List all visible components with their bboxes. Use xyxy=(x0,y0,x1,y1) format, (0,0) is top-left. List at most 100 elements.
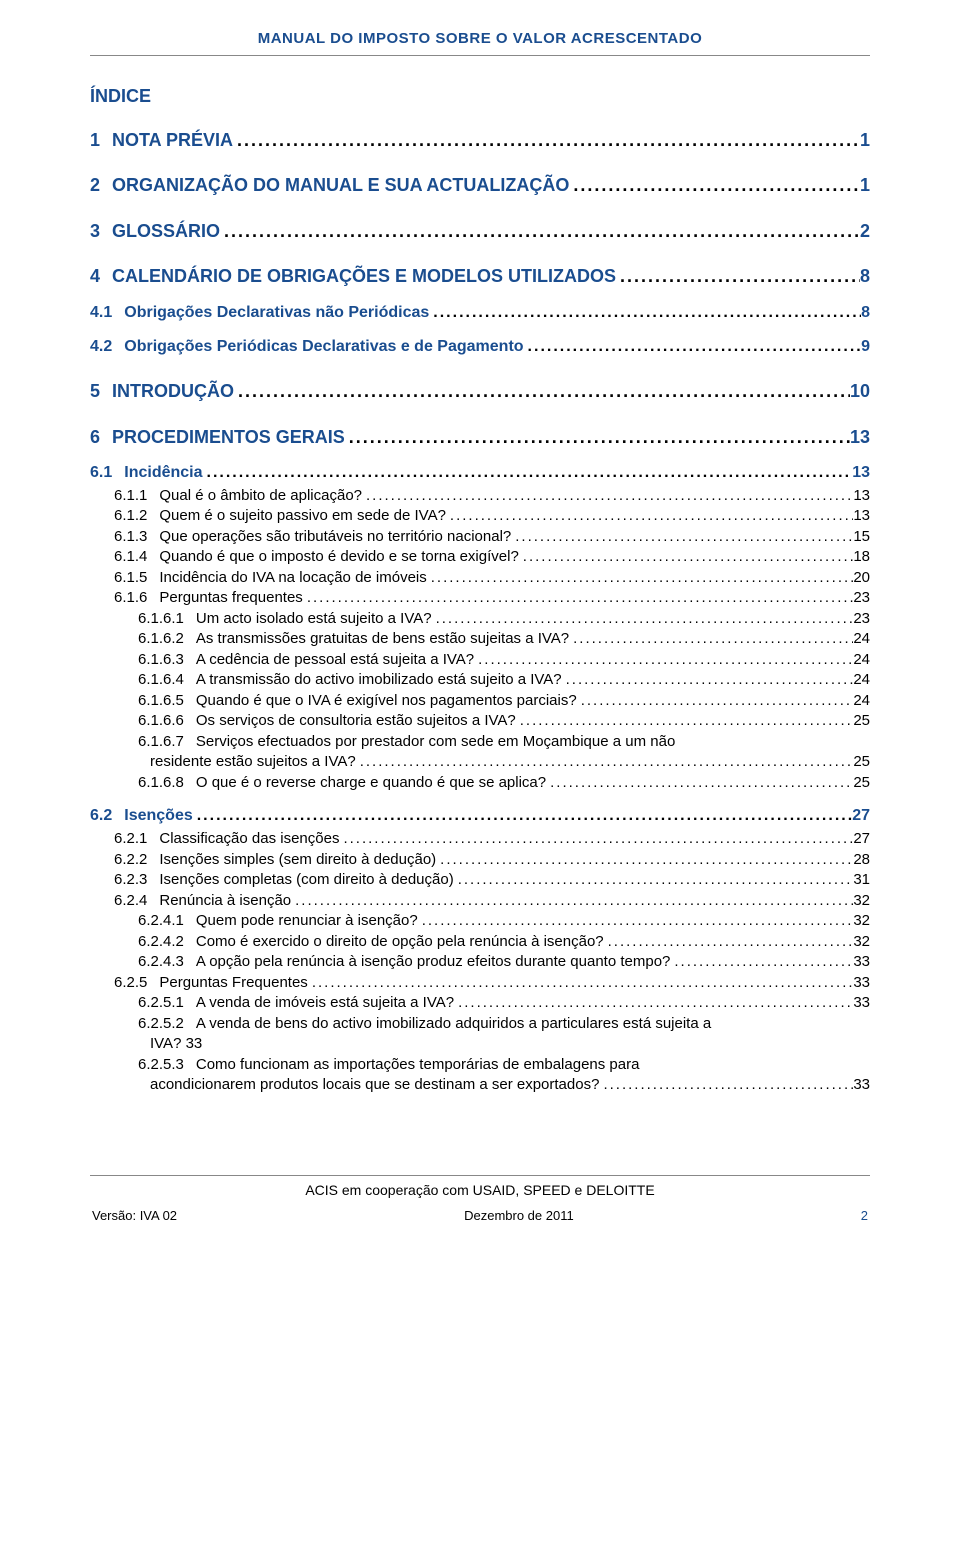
toc-entry-number: 6.2.1 xyxy=(114,829,147,849)
toc-entry[interactable]: 6.2.5Perguntas Frequentes33 xyxy=(90,973,870,993)
toc-entry-number: 6.2.5.2 xyxy=(138,1014,184,1034)
toc-entry-page: 24 xyxy=(853,670,870,690)
toc-leader-dots xyxy=(577,691,854,711)
toc-entry-number: 6.1.6.2 xyxy=(138,629,184,649)
toc-entry[interactable]: 3GLOSSÁRIO2 xyxy=(90,220,870,243)
toc-entry-text: Serviços efectuados por prestador com se… xyxy=(184,732,675,752)
toc-entry-page: 27 xyxy=(852,806,870,827)
toc-entry[interactable]: 6.2.5.1A venda de imóveis está sujeita a… xyxy=(90,993,870,1013)
toc-entry[interactable]: 5INTRODUÇÃO10 xyxy=(90,380,870,403)
page-footer: ACIS em cooperação com USAID, SPEED e DE… xyxy=(90,1175,870,1223)
toc-entry[interactable]: 6.1.6.2As transmissões gratuitas de bens… xyxy=(90,629,870,649)
toc-entry-page: 13 xyxy=(853,486,870,506)
toc-entry[interactable]: 6.1.6.6Os serviços de consultoria estão … xyxy=(90,711,870,731)
toc-entry-page: 2 xyxy=(860,220,870,243)
toc-entry[interactable]: 6.1.6.7Serviços efectuados por prestador… xyxy=(90,732,870,752)
toc-entry-number: 3 xyxy=(90,220,100,243)
toc-entry-page: 33 xyxy=(853,952,870,972)
toc-leader-dots xyxy=(569,629,853,649)
toc-entry[interactable]: 1NOTA PRÉVIA1 xyxy=(90,129,870,152)
toc-entry[interactable]: 4CALENDÁRIO DE OBRIGAÇÕES E MODELOS UTIL… xyxy=(90,265,870,288)
toc-entry[interactable]: 6.2.4.1Quem pode renunciar à isenção?32 xyxy=(90,911,870,931)
toc-entry[interactable]: 6.2.5.3Como funcionam as importações tem… xyxy=(90,1055,870,1075)
toc-entry[interactable]: 6.2.1Classificação das isenções27 xyxy=(90,829,870,849)
toc-entry-text: ORGANIZAÇÃO DO MANUAL E SUA ACTUALIZAÇÃO xyxy=(100,174,569,197)
footer-date: Dezembro de 2011 xyxy=(464,1208,574,1223)
toc-entry-page: 31 xyxy=(853,870,870,890)
footer-version: Versão: IVA 02 xyxy=(92,1208,177,1223)
toc-entry[interactable]: 6.1.6.3A cedência de pessoal está sujeit… xyxy=(90,650,870,670)
toc-entry[interactable]: 6.1.6.1Um acto isolado está sujeito a IV… xyxy=(90,609,870,629)
footer-rule xyxy=(90,1175,870,1176)
toc-entry-cont-text: acondicionarem produtos locais que se de… xyxy=(138,1075,599,1095)
toc-entry[interactable]: 6.2.2Isenções simples (sem direito à ded… xyxy=(90,850,870,870)
toc-entry-number: 6.2.4.3 xyxy=(138,952,184,972)
toc-entry-text: Perguntas frequentes xyxy=(147,588,302,608)
toc-leader-dots xyxy=(356,752,854,772)
toc-entry-number: 4 xyxy=(90,265,100,288)
toc-entry[interactable]: 6.1.6.4A transmissão do activo imobiliza… xyxy=(90,670,870,690)
toc-container: 1NOTA PRÉVIA12ORGANIZAÇÃO DO MANUAL E SU… xyxy=(90,129,870,1095)
toc-leader-dots xyxy=(291,891,853,911)
toc-entry-page: 32 xyxy=(853,932,870,952)
toc-entry-page: 25 xyxy=(853,711,870,731)
toc-entry-number: 6.1.3 xyxy=(114,527,147,547)
toc-entry-text: Perguntas Frequentes xyxy=(147,973,307,993)
footer-bottom-row: Versão: IVA 02 Dezembro de 2011 2 xyxy=(90,1208,870,1223)
toc-entry-text: Renúncia à isenção xyxy=(147,891,291,911)
toc-entry-page: 13 xyxy=(852,463,870,484)
toc-entry-cont-text: residente estão sujeitos a IVA? xyxy=(138,752,356,772)
toc-entry-text: Quem pode renunciar à isenção? xyxy=(184,911,418,931)
toc-entry-text: Quando é que o IVA é exigível nos pagame… xyxy=(184,691,577,711)
toc-entry[interactable]: 6.1.5Incidência do IVA na locação de imó… xyxy=(90,568,870,588)
toc-leader-dots xyxy=(432,609,854,629)
toc-entry-page: 8 xyxy=(860,265,870,288)
toc-entry[interactable]: 6.2.5.2A venda de bens do activo imobili… xyxy=(90,1014,870,1034)
toc-entry-number: 6.1.5 xyxy=(114,568,147,588)
toc-entry-page: 1 xyxy=(860,129,870,152)
toc-entry[interactable]: 6PROCEDIMENTOS GERAIS13 xyxy=(90,426,870,449)
toc-entry[interactable]: 6.2Isenções 27 xyxy=(90,806,870,827)
toc-entry[interactable]: 4.1Obrigações Declarativas não Periódica… xyxy=(90,303,870,324)
toc-entry[interactable]: 2ORGANIZAÇÃO DO MANUAL E SUA ACTUALIZAÇÃ… xyxy=(90,174,870,197)
toc-entry[interactable]: 6.2.3Isenções completas (com direito à d… xyxy=(90,870,870,890)
toc-entry-number: 6.2.4 xyxy=(114,891,147,911)
toc-entry[interactable]: 6.2.4.3A opção pela renúncia à isenção p… xyxy=(90,952,870,972)
toc-entry[interactable]: 6.1.3Que operações são tributáveis no te… xyxy=(90,527,870,547)
toc-entry-continuation: residente estão sujeitos a IVA?25 xyxy=(90,752,870,772)
toc-entry-page: 25 xyxy=(853,773,870,793)
toc-entry[interactable]: 6.1.1Qual é o âmbito de aplicação?13 xyxy=(90,486,870,506)
toc-entry[interactable]: 6.1Incidência13 xyxy=(90,463,870,484)
toc-entry-number: 6.2 xyxy=(90,806,112,827)
toc-entry-text: Isenções xyxy=(112,806,192,827)
toc-entry[interactable]: 6.1.6.8O que é o reverse charge e quando… xyxy=(90,773,870,793)
toc-entry-page: 13 xyxy=(850,426,870,449)
toc-entry[interactable]: 6.1.4Quando é que o imposto é devido e s… xyxy=(90,547,870,567)
toc-leader-dots xyxy=(427,568,854,588)
toc-entry[interactable]: 6.2.4Renúncia à isenção32 xyxy=(90,891,870,911)
toc-leader-dots xyxy=(234,380,850,403)
toc-leader-dots xyxy=(454,993,853,1013)
toc-entry-page: 18 xyxy=(853,547,870,567)
toc-entry[interactable]: 6.1.6Perguntas frequentes23 xyxy=(90,588,870,608)
toc-heading: ÍNDICE xyxy=(90,86,870,107)
toc-entry[interactable]: 4.2Obrigações Periódicas Declarativas e … xyxy=(90,337,870,358)
toc-entry[interactable]: 6.2.4.2Como é exercido o direito de opçã… xyxy=(90,932,870,952)
toc-entry[interactable]: 6.1.6.5Quando é que o IVA é exigível nos… xyxy=(90,691,870,711)
toc-entry-number: 6.2.4.1 xyxy=(138,911,184,931)
toc-entry-number: 6.1.2 xyxy=(114,506,147,526)
toc-entry-text: A cedência de pessoal está sujeita a IVA… xyxy=(184,650,474,670)
toc-entry-number: 6 xyxy=(90,426,100,449)
toc-entry-page: 28 xyxy=(853,850,870,870)
toc-leader-dots xyxy=(454,870,854,890)
toc-entry-number: 6.2.5.3 xyxy=(138,1055,184,1075)
toc-entry-number: 6.2.2 xyxy=(114,850,147,870)
toc-entry-text: Isenções simples (sem direito à dedução) xyxy=(147,850,436,870)
footer-cooperation: ACIS em cooperação com USAID, SPEED e DE… xyxy=(90,1182,870,1198)
toc-entry[interactable]: 6.1.2Quem é o sujeito passivo em sede de… xyxy=(90,506,870,526)
toc-entry-text: CALENDÁRIO DE OBRIGAÇÕES E MODELOS UTILI… xyxy=(100,265,616,288)
toc-entry-number: 6.1.6.8 xyxy=(138,773,184,793)
toc-entry-number: 6.2.3 xyxy=(114,870,147,890)
toc-leader-dots xyxy=(524,337,862,358)
toc-entry-text: Quando é que o imposto é devido e se tor… xyxy=(147,547,518,567)
